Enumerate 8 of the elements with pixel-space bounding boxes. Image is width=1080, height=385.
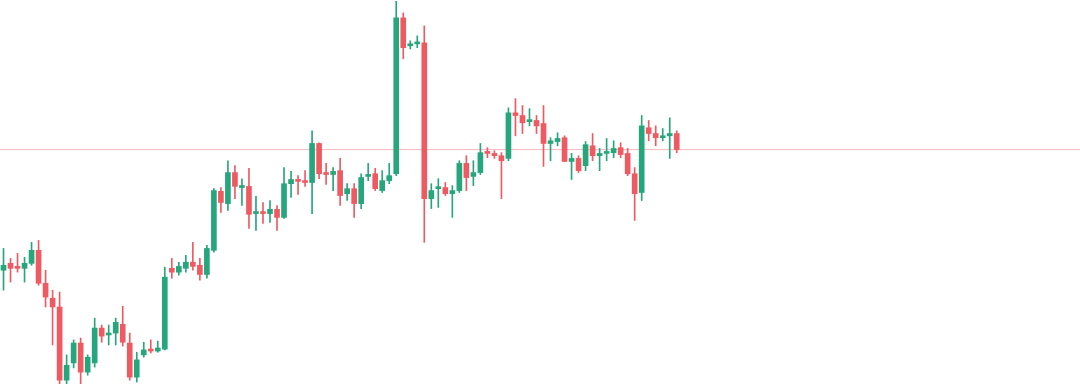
candlestick: [267, 200, 273, 223]
candlestick: [330, 167, 336, 191]
candlestick: [253, 196, 259, 231]
candlestick: [365, 163, 372, 181]
candlestick: [239, 178, 245, 206]
candlestick: [168, 258, 175, 279]
candlestick: [260, 202, 266, 224]
candlestick: [435, 178, 442, 208]
